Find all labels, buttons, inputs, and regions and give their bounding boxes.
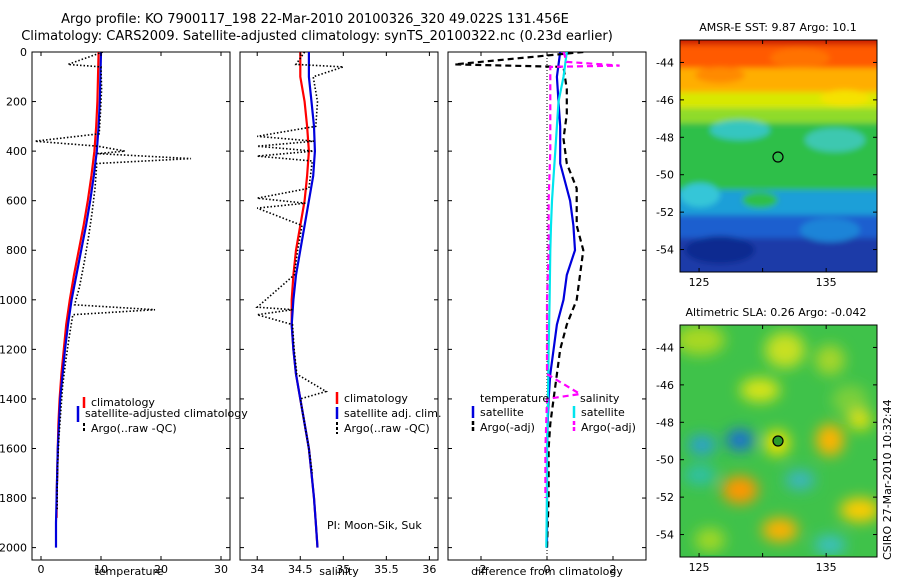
salinity-panel — [239, 51, 439, 561]
map-x-tick-label: 125 — [689, 561, 710, 574]
series-salinity-1 — [290, 52, 319, 548]
sst-map — [680, 40, 877, 272]
legend-label-argo: Argo(..raw -QC) — [91, 422, 177, 435]
legend-label-argo: Argo(..raw -QC) — [344, 422, 430, 435]
y-tick-label: 1400 — [0, 393, 27, 406]
map-y-tick-label: -44 — [656, 341, 674, 354]
x-tick-label: 20 — [154, 563, 168, 576]
legend-title-temperature: temperature — [480, 392, 549, 405]
map-y-tick-label: -48 — [656, 131, 674, 144]
x-tick-label: 36 — [422, 563, 436, 576]
sla-map-title: Altimetric SLA: 0.26 Argo: -0.042 — [686, 306, 867, 319]
difference-x-label: difference from climatology — [471, 565, 623, 578]
x-tick-label: 30 — [214, 563, 228, 576]
x-tick-label: 34 — [250, 563, 264, 576]
map-y-tick-label: -50 — [656, 169, 674, 182]
x-tick-label: 34.5 — [288, 563, 313, 576]
y-tick-label: 1200 — [0, 343, 27, 356]
map-x-tick-label: 135 — [816, 276, 837, 289]
x-tick-label: 0 — [544, 563, 551, 576]
map-y-tick-label: -50 — [656, 454, 674, 467]
sla-argo-marker — [772, 435, 784, 447]
y-tick-label: 1800 — [0, 492, 27, 505]
map-x-tick-label: 135 — [816, 561, 837, 574]
series-temperature-1 — [54, 52, 103, 548]
series-difference-1 — [454, 52, 585, 548]
map-y-tick-label: -46 — [656, 379, 674, 392]
temperature-x-label: temperature — [94, 565, 163, 578]
legend-label-climatology: climatology — [344, 392, 408, 405]
temperature-legend: climatology satellite-adjusted climatolo… — [76, 396, 248, 435]
x-tick-label: -2 — [476, 563, 487, 576]
legend-label-climatology: climatology — [91, 396, 155, 409]
map-x-tick-label: 125 — [689, 276, 710, 289]
x-tick-label: 35 — [336, 563, 350, 576]
y-tick-label: 1600 — [0, 442, 27, 455]
difference-legend: temperature salinity satellite Argo(-adj… — [471, 392, 636, 434]
sst-map-frame — [679, 39, 878, 273]
salinity-x-label: salinity — [319, 565, 359, 578]
sla-map-frame — [679, 324, 878, 558]
y-tick-label: 1000 — [0, 294, 27, 307]
legend-title-salinity: salinity — [580, 392, 620, 405]
y-tick-label: 600 — [6, 195, 27, 208]
sla-map-axes: -44 -46 -48 -50 -52 -54 125 135 — [656, 325, 877, 574]
y-tick-label: 400 — [6, 145, 27, 158]
y-tick-label: 0 — [20, 46, 27, 59]
series-temperature-2 — [34, 52, 192, 511]
legend-label-satellite: satellite adj. clim. — [344, 407, 441, 420]
map-y-tick-label: -52 — [656, 206, 674, 219]
side-label: CSIRO 27-Mar-2010 10:32:44 — [881, 399, 894, 560]
y-tick-label: 200 — [6, 96, 27, 109]
sst-map-axes: -44 -46 -48 -50 -52 -54 125 135 — [656, 40, 877, 289]
figure-title-line-2: Climatology: CARS2009. Satellite-adjuste… — [21, 29, 613, 44]
series-salinity-2 — [255, 52, 344, 474]
map-y-tick-label: -44 — [656, 56, 674, 69]
figure-title-line-1: Argo profile: KO 7900117_198 22-Mar-2010… — [61, 12, 569, 27]
legend-label-satellite: satellite-adjusted climatology — [85, 407, 248, 420]
map-y-tick-label: -54 — [656, 244, 674, 257]
legend-label-temp-satellite: satellite — [480, 406, 524, 419]
x-tick-label: 10 — [94, 563, 108, 576]
legend-label-temp-argo: Argo(-adj) — [480, 421, 535, 434]
legend-label-sal-satellite: satellite — [581, 406, 625, 419]
salinity-legend: climatology satellite adj. clim. Argo(..… — [327, 392, 441, 532]
map-y-tick-label: -54 — [656, 529, 674, 542]
map-y-tick-label: -48 — [656, 416, 674, 429]
axes-ticks-and-labels: 0 10 20 30020040060080010001200140016001800… — [0, 46, 646, 576]
temperature-panel — [31, 51, 231, 561]
difference-plot-area — [454, 52, 620, 560]
legend-label-sal-argo: Argo(-adj) — [581, 421, 636, 434]
salinity-plot-area — [255, 52, 344, 548]
x-tick-label: 2 — [610, 563, 617, 576]
temperature-plot-area — [34, 52, 192, 548]
y-tick-label: 800 — [6, 244, 27, 257]
sst-map-title: AMSR-E SST: 9.87 Argo: 10.1 — [699, 21, 857, 34]
sst-argo-marker — [772, 151, 784, 163]
map-y-tick-label: -46 — [656, 94, 674, 107]
series-difference-3 — [544, 52, 620, 498]
map-y-tick-label: -52 — [656, 491, 674, 504]
y-tick-label: 2000 — [0, 542, 27, 555]
x-tick-label: 35.5 — [374, 563, 399, 576]
series-difference-2 — [545, 52, 568, 548]
x-tick-label: 0 — [38, 563, 45, 576]
pi-annotation: PI: Moon-Sik, Suk — [327, 519, 422, 532]
